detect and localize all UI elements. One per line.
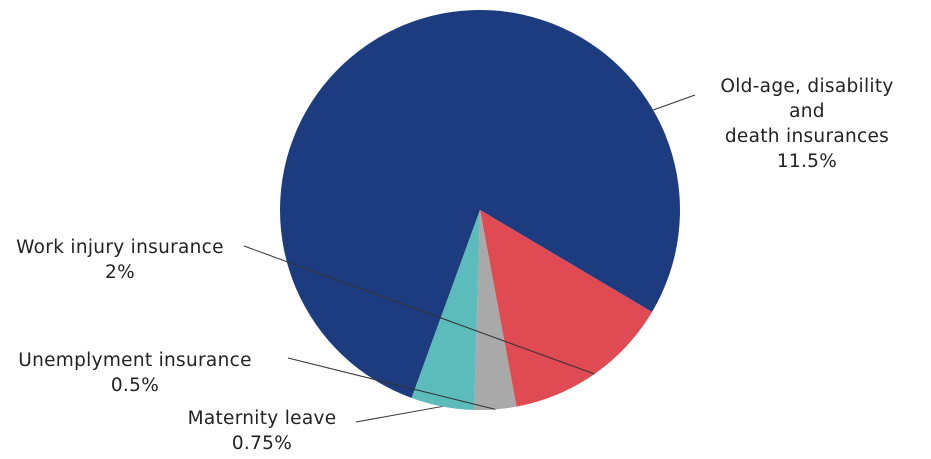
pie-slices [279,9,680,410]
label-unemployment: Unemplyment insurance 0.5% [18,350,252,396]
slice-old-age [279,9,680,398]
label-work-injury: Work injury insurance 2% [16,237,224,283]
slice-work-injury [480,210,653,407]
label-old-age: Old-age, disability and death insurances… [720,76,894,172]
leader-lines [243,94,696,423]
label-maternity: Maternity leave 0.75% [187,408,337,454]
leader-line-old-age [653,94,696,111]
leader-line-unemployment [287,357,496,410]
leader-line-maternity [355,405,443,423]
slice-unemployment [474,210,517,410]
leader-line-work-injury [243,245,595,375]
slice-maternity [411,210,480,410]
